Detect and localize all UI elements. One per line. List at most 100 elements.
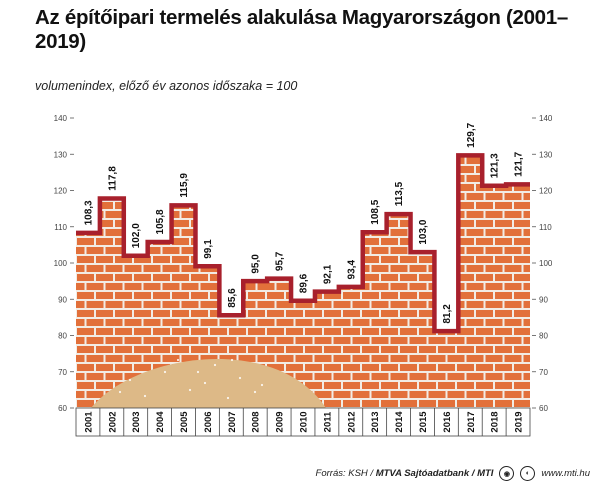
brick (390, 355, 408, 362)
brick (324, 346, 341, 353)
x-tick-label: 2016 (442, 411, 453, 432)
brick (239, 139, 256, 146)
brick (219, 193, 237, 200)
brick (124, 211, 142, 218)
brick (485, 319, 503, 326)
brick (438, 220, 455, 227)
brick (267, 292, 284, 299)
brick (409, 283, 427, 290)
brick (495, 364, 512, 371)
brick (447, 265, 465, 272)
brick (409, 193, 427, 200)
brick (381, 364, 398, 371)
brick (76, 301, 85, 308)
brick (134, 148, 151, 155)
brick (514, 310, 530, 317)
brick (390, 391, 408, 398)
brick (390, 265, 408, 272)
brick (352, 301, 370, 308)
brick (200, 211, 218, 218)
brick (229, 130, 246, 137)
brick (200, 229, 218, 236)
brick (419, 256, 436, 263)
brick (466, 301, 484, 308)
brick (314, 247, 332, 254)
brick (257, 355, 275, 362)
brick (315, 121, 332, 128)
brick (229, 328, 246, 335)
brick (466, 211, 484, 218)
brick (115, 148, 132, 155)
value-label-box (296, 270, 310, 297)
brick (77, 382, 94, 389)
brick (181, 301, 199, 308)
brick (372, 121, 389, 128)
brick (257, 193, 275, 200)
brick (295, 373, 313, 380)
brick (523, 355, 530, 362)
brick (495, 382, 512, 389)
brick (505, 121, 522, 128)
brick (476, 256, 493, 263)
value-label: 103,0 (415, 216, 430, 249)
brick (391, 121, 408, 128)
brick (295, 337, 313, 344)
brick (286, 238, 303, 245)
brick (438, 400, 455, 407)
brick (343, 292, 360, 299)
brick (400, 328, 417, 335)
brick (248, 292, 265, 299)
brick (153, 184, 170, 191)
brick (390, 157, 408, 164)
brick (362, 130, 379, 137)
brick (476, 310, 493, 317)
brick (181, 157, 199, 164)
brick (295, 175, 313, 182)
brick (143, 319, 161, 326)
brick (410, 121, 427, 128)
brick (362, 400, 379, 407)
value-label-box (319, 261, 334, 288)
sand-speck (143, 394, 147, 398)
value-label-text: 95,0 (251, 254, 262, 274)
brick (144, 121, 161, 128)
brick (419, 184, 436, 191)
brick (314, 337, 332, 344)
brick (105, 247, 123, 254)
brick (229, 202, 246, 209)
brick (362, 310, 379, 317)
brick (391, 139, 408, 146)
brick (96, 148, 113, 155)
brick (172, 112, 189, 119)
brick (381, 166, 398, 173)
brick (476, 238, 493, 245)
brick (314, 193, 332, 200)
brick (343, 364, 360, 371)
brick (438, 364, 455, 371)
brick (163, 139, 180, 146)
brick (172, 256, 189, 263)
brick (486, 139, 503, 146)
brick (381, 238, 398, 245)
brick (476, 382, 493, 389)
brick (410, 139, 427, 146)
value-label-text: 93,4 (346, 260, 357, 280)
brick (438, 238, 455, 245)
value-label-text: 99,1 (203, 239, 214, 259)
brick (514, 274, 530, 281)
brick (314, 229, 332, 236)
brick (371, 355, 389, 362)
brick (485, 283, 503, 290)
brick (76, 247, 85, 254)
brick (153, 256, 170, 263)
brick (286, 166, 303, 173)
brick (371, 157, 389, 164)
website-link[interactable]: www.mti.hu (541, 468, 590, 479)
brick (400, 364, 417, 371)
brick (219, 265, 237, 272)
brick (257, 211, 275, 218)
brick (286, 310, 303, 317)
brick (229, 166, 246, 173)
brick (219, 175, 237, 182)
